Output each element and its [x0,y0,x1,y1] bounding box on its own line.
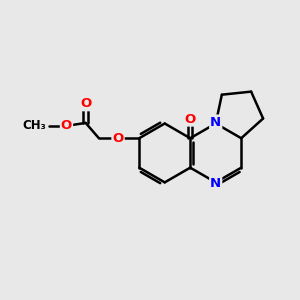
Text: N: N [210,116,221,128]
Text: O: O [184,112,196,126]
Text: N: N [210,177,221,190]
Text: O: O [112,132,124,145]
Text: O: O [80,97,91,110]
Text: CH₃: CH₃ [22,119,46,132]
Text: O: O [61,119,72,132]
